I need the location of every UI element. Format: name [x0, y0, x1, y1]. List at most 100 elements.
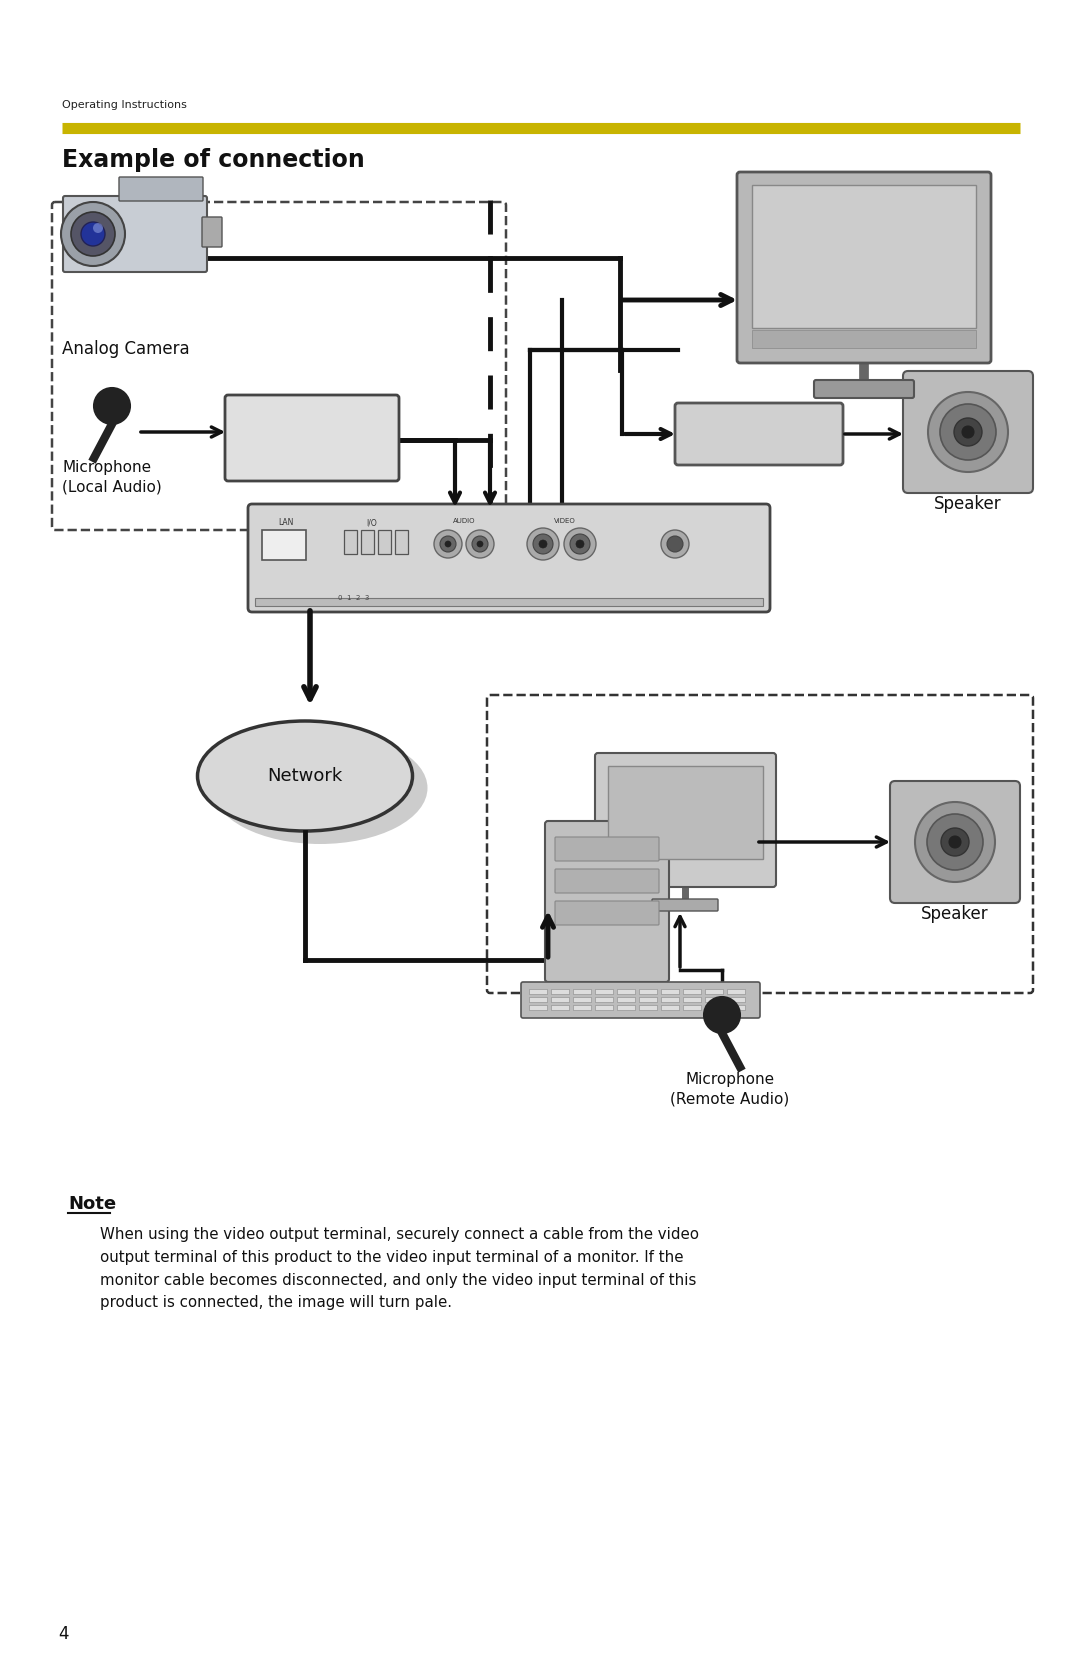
Text: Amplifier or
mixer: Amplifier or mixer	[265, 421, 360, 456]
Circle shape	[928, 392, 1008, 472]
Circle shape	[949, 836, 961, 848]
FancyBboxPatch shape	[595, 996, 613, 1001]
FancyBboxPatch shape	[727, 1005, 745, 1010]
Text: Note: Note	[68, 1195, 117, 1213]
FancyBboxPatch shape	[202, 217, 222, 247]
FancyBboxPatch shape	[727, 990, 745, 995]
Circle shape	[564, 527, 596, 561]
FancyBboxPatch shape	[555, 870, 659, 893]
FancyBboxPatch shape	[63, 195, 207, 272]
FancyBboxPatch shape	[617, 990, 635, 995]
Circle shape	[915, 803, 995, 881]
Text: When using the video output terminal, securely connect a cable from the video
ou: When using the video output terminal, se…	[100, 1227, 699, 1310]
FancyBboxPatch shape	[248, 504, 770, 613]
Text: Microphone
(Local Audio): Microphone (Local Audio)	[62, 461, 162, 494]
Circle shape	[60, 202, 125, 265]
Circle shape	[667, 536, 683, 552]
Circle shape	[81, 222, 105, 245]
FancyBboxPatch shape	[595, 1005, 613, 1010]
Circle shape	[465, 531, 494, 557]
Text: VIDEO: VIDEO	[554, 517, 576, 524]
Text: Operating Instructions: Operating Instructions	[62, 100, 187, 110]
Circle shape	[704, 996, 740, 1033]
Circle shape	[477, 541, 483, 547]
Circle shape	[539, 541, 546, 547]
FancyBboxPatch shape	[262, 531, 306, 561]
FancyBboxPatch shape	[661, 996, 679, 1001]
Text: Speaker: Speaker	[921, 905, 989, 923]
FancyBboxPatch shape	[345, 531, 357, 554]
Circle shape	[576, 541, 584, 547]
FancyBboxPatch shape	[573, 990, 591, 995]
Circle shape	[440, 536, 456, 552]
FancyBboxPatch shape	[551, 996, 569, 1001]
FancyBboxPatch shape	[683, 1005, 701, 1010]
Circle shape	[661, 531, 689, 557]
Circle shape	[71, 212, 114, 255]
FancyBboxPatch shape	[378, 531, 391, 554]
FancyBboxPatch shape	[361, 531, 374, 554]
FancyBboxPatch shape	[225, 396, 399, 481]
Text: Example of connection: Example of connection	[62, 149, 365, 172]
FancyBboxPatch shape	[814, 381, 914, 397]
FancyBboxPatch shape	[675, 402, 843, 466]
FancyBboxPatch shape	[617, 996, 635, 1001]
FancyBboxPatch shape	[661, 990, 679, 995]
Circle shape	[527, 527, 559, 561]
Circle shape	[445, 541, 451, 547]
FancyBboxPatch shape	[737, 172, 991, 362]
FancyBboxPatch shape	[529, 996, 546, 1001]
FancyBboxPatch shape	[727, 996, 745, 1001]
Circle shape	[941, 828, 969, 856]
FancyBboxPatch shape	[573, 996, 591, 1001]
FancyBboxPatch shape	[521, 981, 760, 1018]
Ellipse shape	[198, 721, 413, 831]
Circle shape	[927, 814, 983, 870]
FancyBboxPatch shape	[903, 371, 1032, 492]
FancyBboxPatch shape	[683, 990, 701, 995]
Circle shape	[472, 536, 488, 552]
FancyBboxPatch shape	[555, 901, 659, 925]
FancyBboxPatch shape	[529, 990, 546, 995]
FancyBboxPatch shape	[752, 330, 976, 349]
FancyBboxPatch shape	[639, 1005, 657, 1010]
FancyBboxPatch shape	[551, 990, 569, 995]
Text: Analog Camera: Analog Camera	[62, 340, 190, 357]
FancyBboxPatch shape	[705, 990, 723, 995]
FancyBboxPatch shape	[639, 996, 657, 1001]
FancyBboxPatch shape	[119, 177, 203, 200]
Circle shape	[954, 417, 982, 446]
FancyBboxPatch shape	[705, 1005, 723, 1010]
FancyBboxPatch shape	[617, 1005, 635, 1010]
FancyBboxPatch shape	[395, 531, 408, 554]
Text: Speaker: Speaker	[934, 496, 1002, 512]
FancyBboxPatch shape	[652, 900, 718, 911]
FancyBboxPatch shape	[608, 766, 762, 860]
FancyBboxPatch shape	[551, 1005, 569, 1010]
FancyBboxPatch shape	[573, 1005, 591, 1010]
Circle shape	[570, 534, 590, 554]
Circle shape	[534, 534, 553, 554]
FancyBboxPatch shape	[705, 996, 723, 1001]
FancyBboxPatch shape	[890, 781, 1020, 903]
Circle shape	[93, 224, 103, 234]
Text: Amplifier: Amplifier	[723, 427, 795, 442]
Text: AUDIO: AUDIO	[453, 517, 475, 524]
Circle shape	[94, 387, 130, 424]
Text: Monitor: Monitor	[833, 382, 895, 401]
FancyBboxPatch shape	[683, 996, 701, 1001]
Ellipse shape	[213, 733, 428, 845]
Circle shape	[434, 531, 462, 557]
FancyBboxPatch shape	[595, 990, 613, 995]
FancyBboxPatch shape	[752, 185, 976, 329]
Text: LAN: LAN	[279, 517, 294, 527]
Text: 4: 4	[58, 1626, 68, 1642]
Text: I/O: I/O	[366, 517, 377, 527]
FancyBboxPatch shape	[529, 1005, 546, 1010]
Text: 0  1  2  3: 0 1 2 3	[338, 596, 369, 601]
Text: Network: Network	[268, 768, 342, 784]
Text: Microphone
(Remote Audio): Microphone (Remote Audio)	[671, 1071, 789, 1107]
Circle shape	[940, 404, 996, 461]
FancyBboxPatch shape	[255, 598, 762, 606]
FancyBboxPatch shape	[595, 753, 777, 886]
